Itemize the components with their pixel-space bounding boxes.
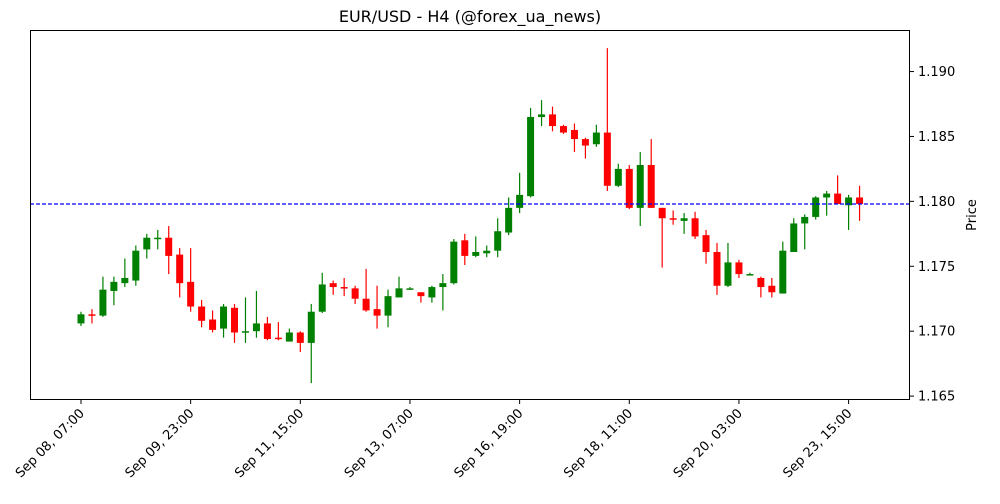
candle-body-up [812, 197, 820, 217]
candle-body-up [494, 231, 502, 251]
candle-body-up [77, 314, 85, 324]
candle-body-up [801, 216, 809, 224]
candle-body-down [296, 332, 304, 343]
candle-body-up [318, 284, 326, 312]
candle-body-up [307, 311, 315, 343]
candle-body-up [680, 218, 688, 221]
candle-body-up [845, 197, 853, 206]
y-tick-label: 1.185 [918, 130, 955, 145]
candle-body-up [406, 288, 414, 290]
candle-body-down [165, 237, 173, 256]
y-tick-label: 1.180 [918, 195, 955, 210]
candle-body-down [757, 277, 765, 288]
candle-body-up [428, 287, 436, 298]
x-tick-label: Sep 16, 19:00 [452, 406, 527, 481]
candle-body-up [395, 288, 403, 298]
candle-body-up [154, 237, 162, 240]
x-tick-label: Sep 18, 11:00 [561, 406, 636, 481]
candle-body-down [209, 319, 217, 330]
candle-body-up [143, 237, 151, 250]
candle-body-down [669, 218, 677, 220]
candles-layer [30, 48, 910, 384]
candle-body-up [252, 323, 260, 332]
candle-body-down [362, 298, 370, 311]
y-tick-label: 1.165 [918, 390, 955, 405]
candle-body-down [691, 218, 699, 237]
candle-body-up [636, 165, 644, 208]
candle-body-up [121, 277, 129, 284]
candle-body-up [538, 114, 546, 117]
candle-body-up [724, 262, 732, 286]
candle-body-up [285, 332, 293, 342]
candle-body-up [790, 223, 798, 252]
candle-body-down [570, 129, 578, 140]
candle-body-down [340, 287, 348, 289]
axes-layer: 1.165 1.170 1.175 1.180 1.185 1.190 Sep 08, 07… [13, 65, 955, 481]
candle-body-down [417, 292, 425, 297]
x-tick-label: Sep 09, 23:00 [123, 406, 198, 481]
y-tick-label: 1.175 [918, 260, 955, 275]
candle-body-up [384, 296, 392, 316]
candle-body-up [516, 194, 524, 208]
candle-body-down [274, 337, 282, 340]
candle-body-down [373, 309, 381, 316]
x-tick-label: Sep 11, 15:00 [232, 406, 307, 481]
candle-body-down [351, 288, 359, 299]
candle-body-down [658, 207, 666, 219]
candle-body-down [231, 307, 239, 333]
x-tick-label: Sep 08, 07:00 [13, 406, 88, 481]
candle-body-up [505, 207, 513, 233]
candle-body-up [483, 250, 491, 254]
candle-body-up [220, 306, 228, 329]
candle-body-up [746, 274, 754, 276]
candle-body-down [603, 132, 611, 186]
candle-body-up [592, 132, 600, 145]
candle-body-down [856, 197, 864, 204]
candle-body-up [241, 331, 249, 333]
candle-body-down [263, 323, 271, 339]
candle-body-down [461, 240, 469, 256]
y-tick-label: 1.170 [918, 325, 955, 340]
y-axis-label: Price [965, 199, 980, 231]
candle-body-down [702, 235, 710, 252]
candle-body-down [329, 283, 337, 288]
candle-body-up [823, 193, 831, 198]
candle-body-down [559, 126, 567, 133]
candle-body-down [647, 165, 655, 208]
candle-body-up [779, 250, 787, 294]
candle-body-down [735, 262, 743, 275]
candle-body-down [549, 114, 557, 127]
candle-body-down [625, 168, 633, 208]
candle-body-up [110, 281, 118, 291]
x-tick-label: Sep 23, 15:00 [781, 406, 856, 481]
candle-body-up [527, 116, 535, 197]
candle-body-up [99, 289, 107, 316]
candle-body-up [614, 168, 622, 186]
candle-body-up [472, 252, 480, 256]
candle-body-up [450, 241, 458, 284]
plot-frame [30, 30, 910, 400]
y-tick-label: 1.190 [918, 65, 955, 80]
candle-body-down [713, 252, 721, 286]
x-tick-label: Sep 13, 07:00 [342, 406, 417, 481]
candle-body-down [176, 254, 184, 284]
candle-body-down [581, 139, 589, 146]
candle-body-down [198, 306, 206, 321]
candle-body-up [132, 250, 140, 281]
candle-body-down [834, 193, 842, 204]
x-tick-label: Sep 20, 03:00 [671, 406, 746, 481]
candle-body-down [187, 281, 195, 307]
chart-title: EUR/USD - H4 (@forex_ua_news) [339, 7, 601, 27]
candle-body-down [88, 314, 96, 316]
candle-body-down [768, 285, 776, 293]
candle-body-up [439, 283, 447, 288]
